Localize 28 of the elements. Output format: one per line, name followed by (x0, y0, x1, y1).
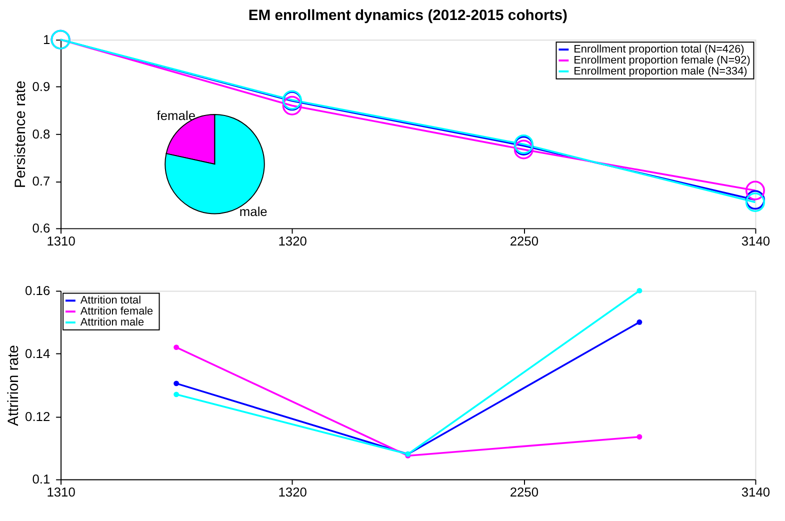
legend-label: Enrollment proportion female (N=92) (574, 54, 750, 66)
y-tick-label: 0.8 (32, 126, 50, 142)
x-tick-label: 1320 (278, 484, 307, 500)
legend-label: Attrition male (80, 316, 144, 328)
x-tick-label: 1310 (46, 234, 76, 249)
y-axis-title: Attririon rate (6, 344, 22, 426)
y-tick-label: 1 (42, 32, 50, 48)
legend-label: Attrition female (80, 306, 154, 318)
legend-label: Attrition total (80, 294, 142, 307)
slice-label: male (239, 204, 268, 219)
y-tick-label: 0.16 (25, 283, 50, 298)
x-tick-label: 3140 (741, 234, 770, 249)
y-tick-label: 0.1 (32, 472, 50, 487)
slice-label: female (156, 108, 196, 124)
x-tick-label: 1310 (46, 484, 76, 500)
y-tick-label: 0.6 (32, 220, 50, 236)
x-tick-label: 2250 (510, 484, 539, 500)
chart-title: EM enrollment dynamics (2012-2015 cohorts) (248, 8, 568, 24)
x-tick-label: 1320 (278, 234, 307, 249)
y-axis-title: Persistence rate (13, 80, 30, 188)
y-tick-label: 0.9 (32, 79, 50, 94)
legend-label: Enrollment proportion male (N=334) (574, 65, 748, 78)
x-tick-label: 3140 (741, 484, 770, 500)
legend-label: Enrollment proportion total (N=426) (574, 44, 744, 56)
y-tick-label: 0.7 (32, 174, 50, 189)
x-tick-label: 2250 (510, 234, 539, 249)
y-tick-label: 0.14 (25, 346, 50, 362)
y-tick-label: 0.12 (25, 408, 50, 424)
